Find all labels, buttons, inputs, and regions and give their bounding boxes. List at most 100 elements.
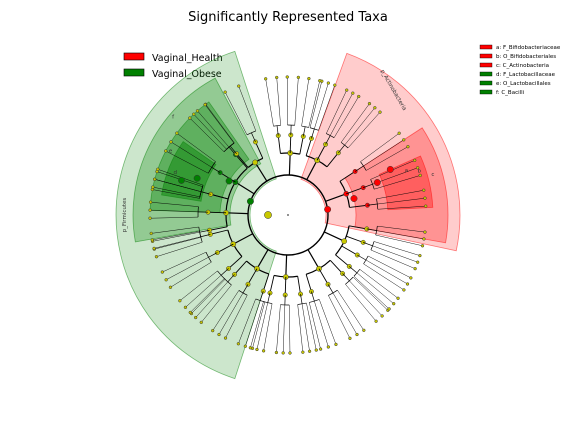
leaf-node: [211, 328, 215, 333]
taxa-swatch-e: [479, 80, 493, 86]
leaf-node: [422, 188, 426, 192]
label-d: d: [173, 170, 177, 176]
leaf-node: [192, 112, 196, 116]
leaf-node: [402, 288, 406, 292]
sub-stem: [236, 153, 249, 168]
leaf-line: [368, 255, 411, 279]
leaf-stem: [327, 284, 334, 294]
clade-node: [252, 159, 258, 166]
sub-stem: [210, 193, 229, 200]
leaf-stem: [229, 145, 237, 154]
sub-stem: [346, 187, 364, 195]
taxa-swatch-d: [479, 71, 493, 77]
leaf-line: [345, 284, 377, 322]
leaf-line: [205, 104, 235, 143]
leaf-line: [152, 231, 200, 242]
leaf-node: [274, 350, 279, 355]
leaf-line: [152, 186, 200, 198]
leaf-stem: [200, 234, 211, 238]
leaf-stem: [363, 183, 373, 188]
leaf-line: [150, 209, 199, 213]
taxa-swatch-a: [479, 44, 493, 50]
leaf-stem: [357, 254, 367, 261]
bacilli-node: [246, 197, 254, 205]
leaf-stem: [208, 252, 218, 258]
sub-stem: [235, 154, 248, 169]
leaf-line: [154, 236, 201, 249]
taxa-label-a: a: F_Bifidobacteriaceae: [496, 45, 561, 51]
leaf-node: [195, 109, 200, 113]
leaf-node: [307, 76, 311, 81]
sub-stem: [316, 144, 326, 161]
leaf-node: [188, 310, 192, 315]
leaf-line: [308, 80, 320, 128]
leaf-line: [370, 249, 416, 269]
leaf-stem: [300, 293, 303, 304]
leaf-stem: [276, 125, 279, 136]
branch-stem: [285, 254, 288, 277]
label-e: e: [169, 149, 173, 155]
leaf-line: [252, 301, 266, 349]
leaf-line: [166, 257, 209, 280]
leaf-node: [326, 81, 330, 85]
leaf-line: [245, 300, 261, 347]
leaf-node: [397, 131, 401, 135]
leaf-line: [282, 304, 286, 353]
leaf-node: [424, 204, 428, 208]
leaf-node: [314, 348, 318, 352]
leaf-line: [154, 237, 201, 250]
leaf-line: [189, 117, 225, 152]
leaf-line: [197, 110, 230, 148]
leaf-line: [375, 234, 423, 246]
bifidobacteriales-node: [350, 195, 358, 202]
leaf-node: [285, 75, 289, 79]
leaf-node: [243, 344, 248, 348]
subclade-node: [308, 136, 314, 141]
leaf-line: [376, 190, 424, 200]
leaf-node: [151, 185, 155, 189]
sub-stem: [289, 135, 292, 154]
leaf-node: [326, 345, 330, 349]
leaf-line: [332, 292, 358, 335]
leaf-node: [380, 314, 384, 318]
leaf-node: [168, 285, 173, 289]
leaf-node: [362, 328, 366, 332]
leaf-stem: [220, 268, 229, 276]
sub-stem: [210, 229, 228, 235]
leaf-node: [148, 208, 152, 212]
label-firmicutes: p_Firmicutes: [122, 198, 128, 233]
leaf-line: [185, 275, 222, 308]
leaf-line: [190, 278, 225, 313]
leaf-line: [225, 295, 248, 339]
leaf-line: [150, 216, 199, 219]
taxa-label-b: b: O_Bifidobacteriales: [496, 54, 556, 60]
leaf-stem: [363, 242, 373, 247]
leaf-stem: [366, 228, 377, 231]
leaf-stem: [354, 165, 364, 172]
leaf-node: [413, 158, 417, 162]
leaf-line: [156, 241, 203, 257]
leaf-line: [360, 133, 400, 162]
leaf-line: [151, 226, 199, 234]
leaf-node: [169, 140, 173, 144]
class-f-sector: [132, 77, 262, 243]
sub-stem: [329, 260, 343, 274]
leaf-node: [402, 138, 406, 142]
leaf-line: [363, 263, 405, 291]
sub-stem: [234, 260, 247, 275]
leaf-line: [195, 281, 228, 318]
leaf-node: [175, 131, 179, 135]
leaf-node: [248, 346, 253, 350]
leaf-stem: [259, 290, 264, 301]
leaf-node: [405, 282, 410, 286]
leaf-line: [193, 114, 227, 150]
sub-stem: [262, 273, 270, 292]
leaf-node: [420, 244, 425, 248]
leaf-node: [148, 216, 152, 220]
leaf-line: [152, 189, 200, 199]
leaf-node: [288, 351, 292, 355]
leaf-line: [347, 112, 381, 149]
leaf-node: [348, 336, 352, 340]
leaf-line: [170, 141, 212, 168]
